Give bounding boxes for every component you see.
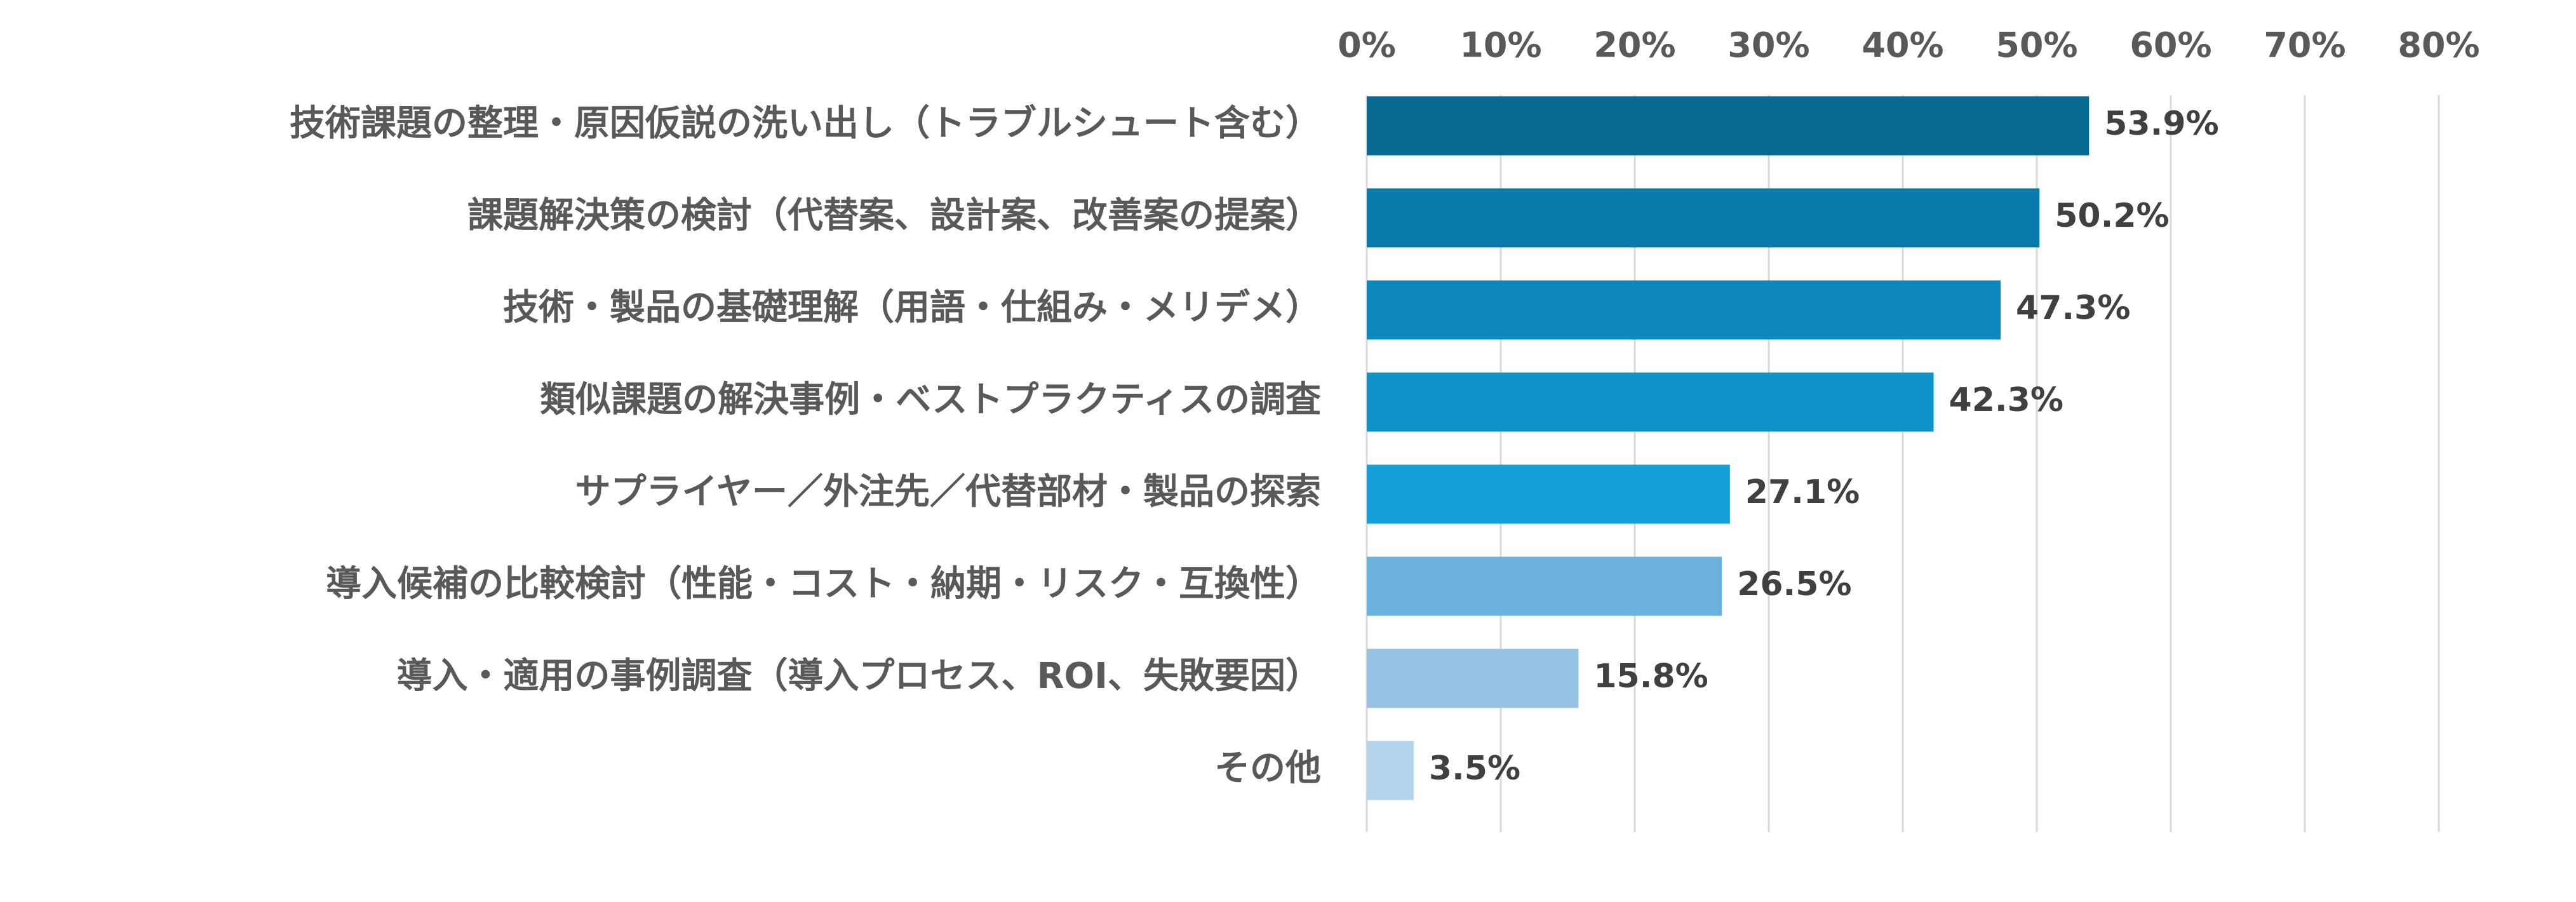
x-tick-label: 70%	[2264, 25, 2345, 65]
bars	[1367, 96, 2090, 800]
data-label: 3.5%	[1429, 750, 1520, 788]
category-label: 導入候補の比較検討（性能・コスト・納期・リスク・互換性）	[326, 563, 1321, 605]
category-label: 技術課題の整理・原因仮説の洗い出し（トラブルシュート含む）	[290, 103, 1321, 144]
category-label: 類似課題の解決事例・ベストプラクティスの調査	[540, 379, 1321, 421]
data-label: 47.3%	[2016, 289, 2130, 327]
data-label: 42.3%	[1949, 381, 2063, 419]
bar	[1367, 372, 1934, 432]
data-label: 27.1%	[1745, 473, 1860, 511]
value-labels: 53.9% 50.2% 47.3% 42.3% 27.1% 26.5% 15.8% 3.5%	[1429, 105, 2219, 788]
x-tick-label: 20%	[1593, 25, 1675, 65]
bar	[1367, 96, 2090, 156]
bar	[1367, 741, 1414, 800]
category-label: 導入・適用の事例調査（導入プロセス、ROI、失敗要因）	[396, 656, 1321, 697]
x-tick-label: 80%	[2398, 25, 2479, 65]
category-label: サプライヤー／外注先／代替部材・製品の探索	[575, 471, 1321, 513]
bar	[1367, 464, 1730, 524]
bar	[1367, 188, 2040, 248]
x-axis-ticks: 0% 10% 20% 30% 40% 50% 60% 70% 80%	[1338, 25, 2479, 65]
x-tick-label: 60%	[2130, 25, 2211, 65]
x-tick-label: 30%	[1727, 25, 1809, 65]
bar	[1367, 556, 1722, 616]
x-tick-label: 40%	[1862, 25, 1943, 65]
category-label: その他	[1214, 748, 1321, 789]
data-label: 50.2%	[2055, 197, 2169, 235]
x-tick-label: 0%	[1338, 25, 1396, 65]
x-tick-label: 10%	[1459, 25, 1541, 65]
bar	[1367, 649, 1579, 708]
data-label: 53.9%	[2104, 105, 2218, 143]
data-label: 15.8%	[1593, 657, 1708, 696]
category-labels: 技術課題の整理・原因仮説の洗い出し（トラブルシュート含む） 課題解決策の検討（代替…	[290, 103, 1321, 789]
category-label: 技術・製品の基礎理解（用語・仕組み・メリデメ）	[503, 287, 1321, 328]
bar	[1367, 280, 2001, 340]
data-label: 26.5%	[1737, 565, 1851, 603]
category-label: 課題解決策の検討（代替案、設計案、改善案の提案）	[467, 195, 1321, 236]
x-tick-label: 50%	[1996, 25, 2077, 65]
